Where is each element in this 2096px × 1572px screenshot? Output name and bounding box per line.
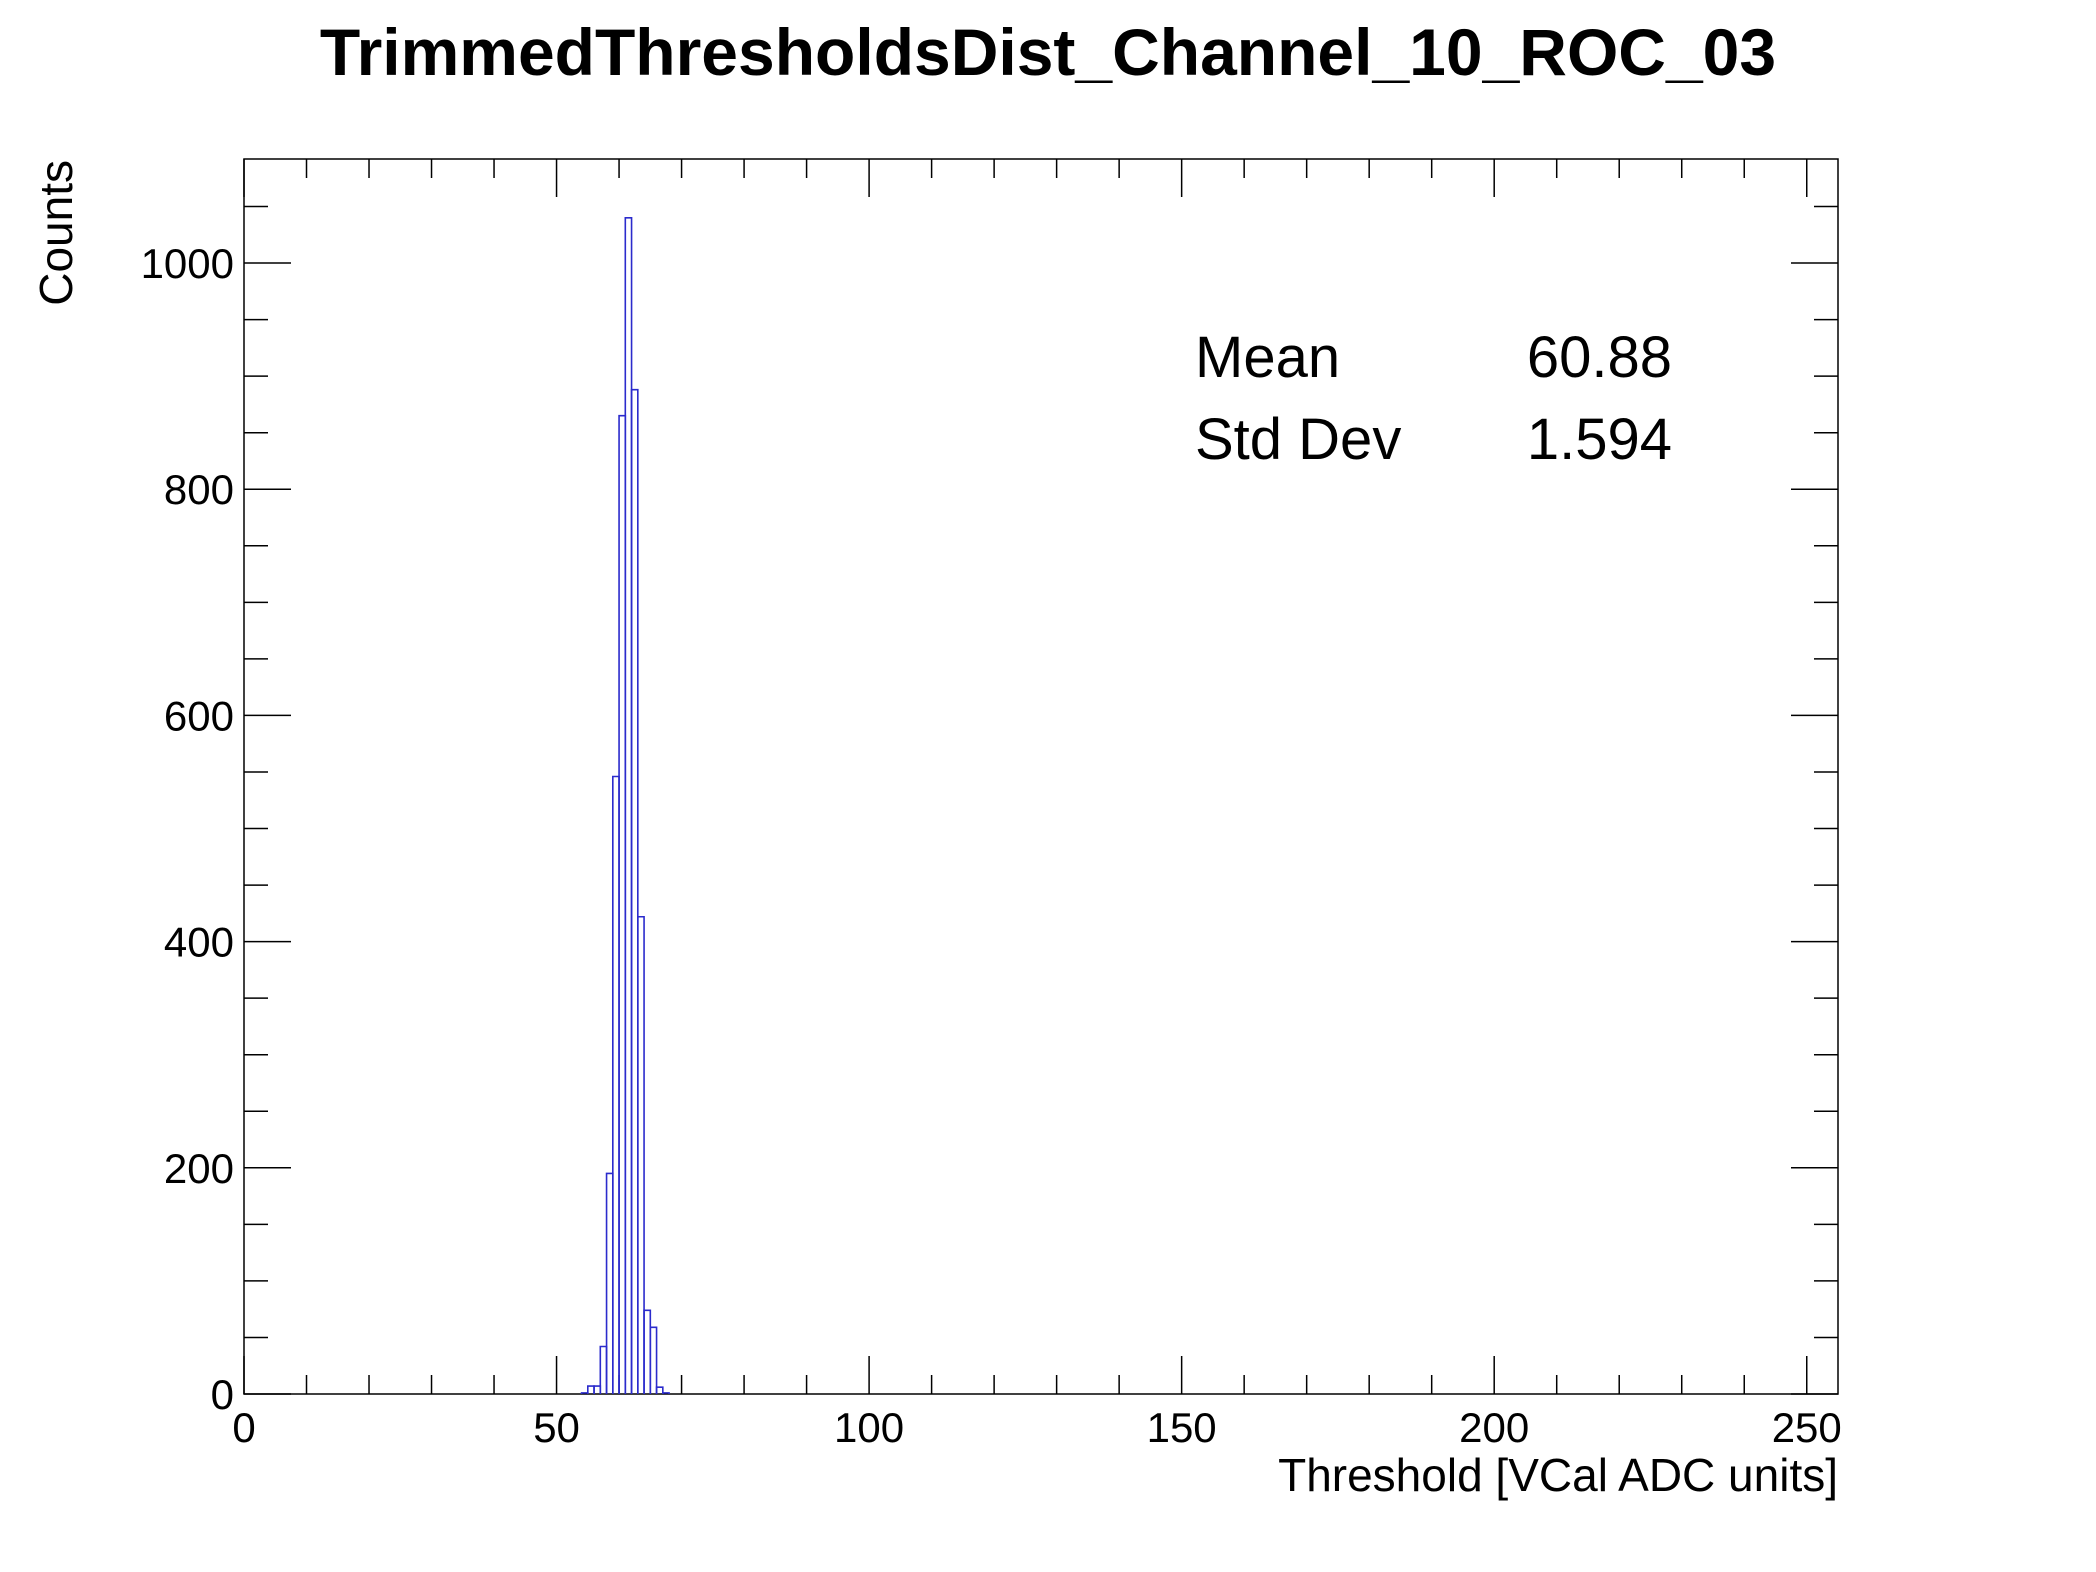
histogram-bin — [662, 1392, 670, 1394]
histogram-bin — [587, 1385, 595, 1394]
histogram-bin — [624, 217, 633, 1394]
chart-title: TrimmedThresholdsDist_Channel_10_ROC_03 — [320, 15, 1776, 89]
x-axis-title: Threshold [VCal ADC units] — [1278, 1449, 1838, 1501]
y-tick-label: 0 — [211, 1371, 234, 1418]
histogram-bin — [655, 1386, 664, 1394]
x-tick-label: 150 — [1147, 1404, 1217, 1451]
x-tick-label: 50 — [533, 1404, 580, 1451]
histogram-bin — [643, 1309, 652, 1394]
y-axis-title: Counts — [30, 160, 82, 306]
x-tick-label: 250 — [1772, 1404, 1842, 1451]
histogram-bin — [649, 1326, 658, 1394]
x-tick-label: 0 — [232, 1404, 255, 1451]
y-tick-label: 600 — [164, 692, 234, 739]
histogram-bin — [637, 915, 645, 1394]
histogram-bin — [599, 1345, 608, 1394]
histogram-bin — [605, 1172, 614, 1394]
stat-stddev-value: 1.594 — [1527, 407, 1672, 472]
histogram-bin — [618, 414, 627, 1394]
histogram-bin — [612, 775, 620, 1394]
stat-mean-value: 60.88 — [1527, 325, 1672, 390]
x-tick-label: 100 — [834, 1404, 904, 1451]
plot-area: 0 50 100 150 200 250 0 200 400 600 800 1000 — [141, 158, 1842, 1451]
y-tick-label: 400 — [164, 919, 234, 966]
histogram-bin — [593, 1385, 602, 1394]
histogram-bin — [630, 388, 639, 1394]
plot-frame — [243, 158, 1839, 1395]
y-tick-label: 1000 — [141, 240, 234, 287]
y-tick-label: 800 — [164, 466, 234, 513]
stat-mean-label: Mean — [1195, 325, 1340, 390]
stat-stddev-label: Std Dev — [1195, 407, 1401, 472]
x-tick-label: 200 — [1459, 1404, 1529, 1451]
y-tick-label: 200 — [164, 1145, 234, 1192]
